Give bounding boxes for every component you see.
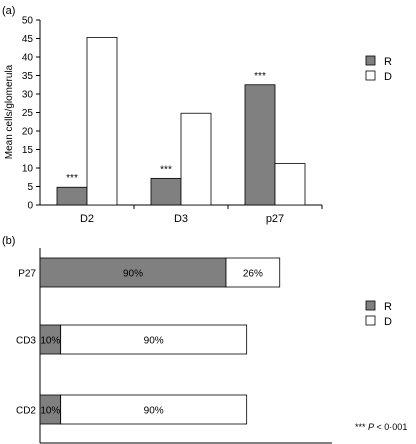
y-tick-label: 50 — [22, 16, 34, 27]
y-tick-label: 30 — [22, 90, 34, 101]
data-label: 90% — [123, 269, 143, 280]
significance-marker: *** — [254, 71, 266, 82]
data-label: 90% — [144, 406, 164, 417]
y-tick-label: 45 — [22, 34, 34, 45]
y-tick-label: 40 — [22, 53, 34, 64]
panel-b-bars: 90% 26% P27 10% 90% CD3 10% 90% CD2 — [16, 257, 281, 425]
legend-a-label-r: R — [384, 56, 392, 68]
y-ticks: 0 5 10 15 20 25 30 35 40 45 50 — [22, 16, 40, 212]
legend-b-swatch-d — [365, 315, 376, 326]
x-tick-label: D3 — [174, 213, 188, 225]
y-tick-label: 15 — [22, 145, 34, 156]
legend-a-swatch-d — [365, 70, 376, 81]
footnote-stars: *** — [355, 422, 366, 432]
legend-b-label-d: D — [384, 316, 392, 328]
y-category-label: CD2 — [16, 406, 36, 417]
footnote-rest: < 0·001 — [374, 422, 407, 432]
legend-a-swatch-r — [365, 55, 376, 66]
significance-marker: *** — [66, 173, 78, 184]
panel-a-bars: *** D2 *** D3 *** p27 — [56, 36, 323, 225]
data-label: 10% — [40, 406, 60, 417]
data-label: 90% — [144, 336, 164, 347]
y-category-label: CD3 — [16, 336, 36, 347]
bar-r-p27 — [244, 84, 276, 206]
panel-b-label: (b) — [2, 235, 15, 247]
data-label: 10% — [40, 336, 60, 347]
y-tick-label: 25 — [22, 108, 34, 119]
bar-r-p27 — [39, 257, 227, 288]
bar-d-d2 — [86, 36, 118, 206]
legend-b-swatch-r — [365, 300, 376, 311]
y-tick-label: 5 — [27, 182, 33, 193]
y-category-label: P27 — [18, 269, 36, 280]
y-tick-label: 20 — [22, 127, 34, 138]
legend-b-label-r: R — [384, 301, 392, 313]
panel-a-label: (a) — [2, 5, 15, 17]
x-tick-label: D2 — [80, 213, 94, 225]
legend-a: R D — [365, 55, 392, 83]
legend-a-label-d: D — [384, 71, 392, 83]
bar-r-d2 — [56, 186, 88, 206]
y-axis-label: Mean cells/glomerula — [4, 64, 15, 159]
significance-footnote: *** P < 0·001 — [355, 422, 407, 432]
bar-d-d3 — [180, 112, 212, 206]
bar-d-p27 — [274, 163, 306, 206]
bar-d-p27 — [225, 257, 281, 288]
footnote-p: P — [368, 422, 374, 432]
bar-d-cd3 — [60, 324, 248, 355]
legend-b: R D — [365, 300, 392, 328]
significance-marker: *** — [160, 164, 172, 175]
y-tick-label: 0 — [27, 201, 33, 212]
data-label: 26% — [243, 269, 263, 280]
y-tick-label: 10 — [22, 164, 34, 175]
bar-d-cd2 — [60, 394, 248, 425]
x-tick-label: p27 — [266, 213, 284, 225]
bar-r-d3 — [150, 177, 182, 206]
y-tick-label: 35 — [22, 71, 34, 82]
